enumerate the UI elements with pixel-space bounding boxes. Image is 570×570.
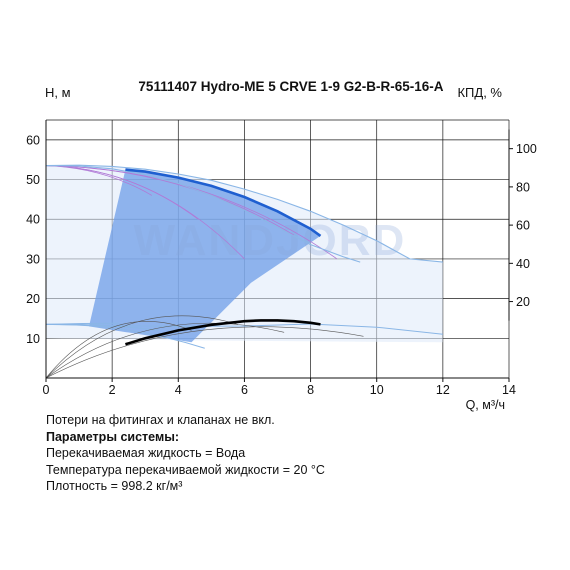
system-parameters-notes: Потери на фитингах и клапанах не вкл. Па… <box>46 412 325 495</box>
shaded-areas <box>46 165 443 343</box>
efficiency-curve-operating <box>125 319 321 346</box>
y-axis-label: H, м <box>45 85 71 100</box>
npsh-curve <box>45 323 443 335</box>
y-tick-label: 30 <box>26 252 40 266</box>
system-curve <box>45 165 338 260</box>
chart-title: 75111407 Hydro-ME 5 CRVE 1-9 G2-B-R-65-1… <box>138 79 443 94</box>
x-tick-label: 0 <box>43 383 50 397</box>
x-tick-label: 4 <box>175 383 182 397</box>
x-axis-label: Q, м³/ч <box>466 398 505 412</box>
curves <box>45 164 443 379</box>
y2-tick-label: 100 <box>516 142 537 156</box>
head-curve-speed-2 <box>45 165 361 263</box>
x-tick-label: 12 <box>436 383 450 397</box>
efficiency-curve-thin <box>45 322 285 379</box>
axes: 0 2 4 6 8 10 12 14 10 20 30 40 50 60 20 40 60 80 100 <box>26 120 537 397</box>
y-tick-label: 60 <box>26 133 40 147</box>
notes-fittings: Потери на фитингах и клапанах не вкл. <box>46 413 275 427</box>
y2-tick-label: 80 <box>516 180 530 194</box>
y2-tick-label: 40 <box>516 257 530 271</box>
watermark-logo: WANDJORD <box>134 216 407 265</box>
y-tick-label: 10 <box>26 332 40 346</box>
notes-temperature: Температура перекачиваемой жидкости = 20… <box>46 462 325 477</box>
y-tick-label: 20 <box>26 292 40 306</box>
x-tick-label: 2 <box>109 383 116 397</box>
efficiency-curve-thin <box>45 315 238 379</box>
system-curve <box>45 165 245 260</box>
notes-heading: Параметры системы: <box>46 429 180 444</box>
operating-range-area <box>88 169 321 343</box>
y-tick-label: 50 <box>26 173 40 187</box>
efficiency-curve-thin <box>45 320 192 379</box>
x-tick-label: 14 <box>502 383 516 397</box>
x-tick-label: 10 <box>370 383 384 397</box>
y2-tick-label: 20 <box>516 295 530 309</box>
y2-axis-label: КПД, % <box>457 85 502 100</box>
x-tick-label: 8 <box>307 383 314 397</box>
notes-density: Плотность = 998.2 кг/м³ <box>46 479 183 493</box>
x-tick-label: 6 <box>241 383 248 397</box>
efficiency-curve-thin <box>45 326 364 379</box>
head-curve-max <box>45 164 443 263</box>
y-tick-label: 40 <box>26 213 40 227</box>
head-curve-operating <box>125 168 322 237</box>
y2-tick-label: 60 <box>516 219 530 233</box>
notes-fluid: Перекачиваемая жидкость = Вода <box>46 446 246 460</box>
